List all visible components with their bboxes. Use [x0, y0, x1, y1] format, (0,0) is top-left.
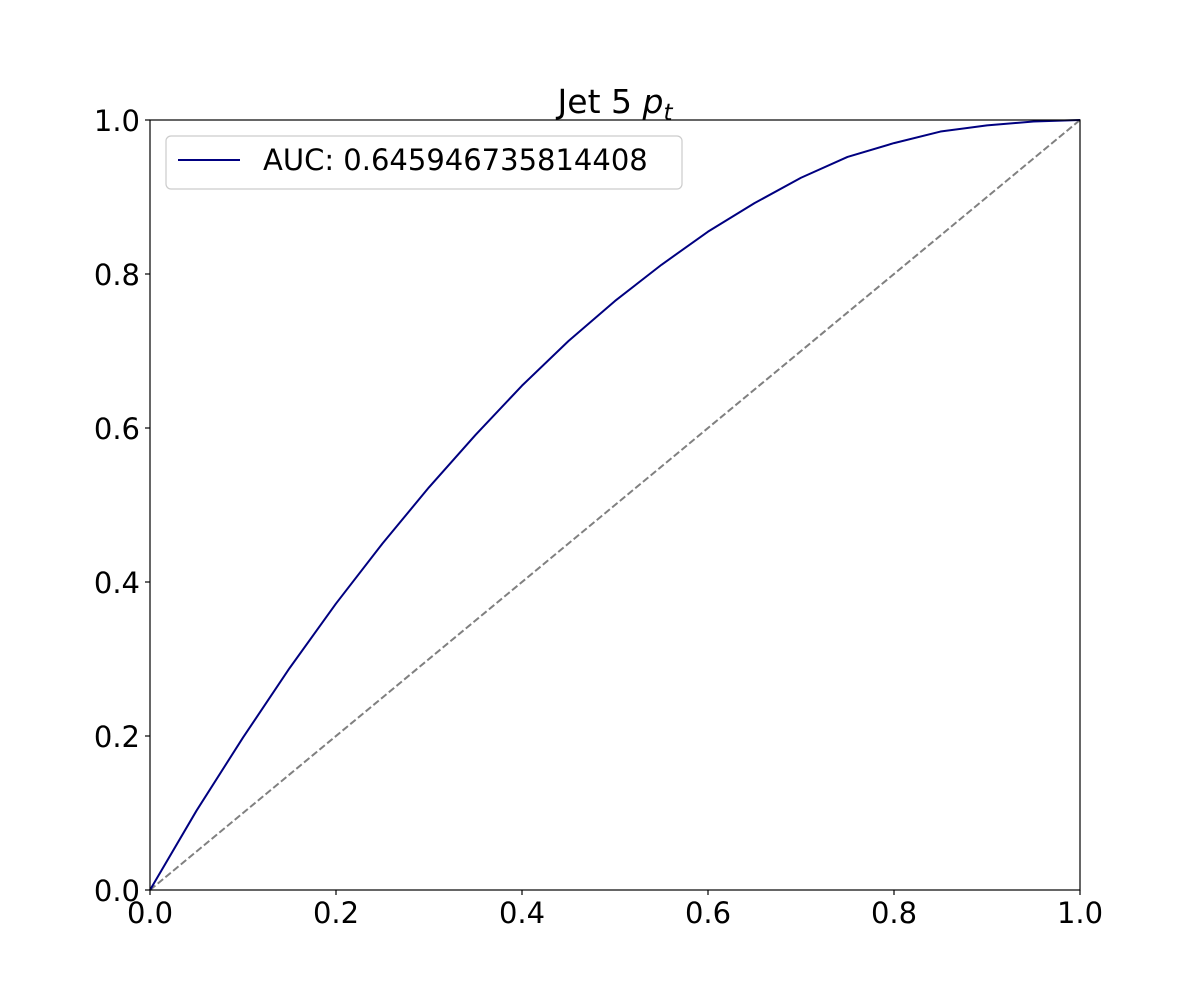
- y-tick-label: 0.4: [94, 566, 140, 600]
- roc-curve-series-0: [149, 119, 1081, 891]
- y-tick-label: 0.6: [94, 412, 140, 446]
- plot-area: [149, 119, 1081, 891]
- legend-label: AUC: 0.645946735814408: [263, 143, 648, 177]
- x-tick-label: 0.4: [499, 896, 545, 930]
- chance-diagonal-line: [149, 119, 1081, 891]
- x-tick-label: 0.6: [685, 896, 731, 930]
- x-tick-label: 0.0: [127, 896, 173, 930]
- x-tick-label: 1.0: [1057, 896, 1103, 930]
- axes-frame: [149, 119, 1081, 891]
- chart-title: Jet 5 pt: [556, 82, 674, 126]
- axis-ticks: 0.0 0.2 0.4 0.6 0.8 1.0 0.0 0.2 0.4 0.6 0.8 1.0: [94, 104, 1103, 930]
- x-tick-label: 0.8: [871, 896, 917, 930]
- legend-box: [165, 135, 683, 190]
- x-tick-label: 0.2: [313, 896, 359, 930]
- y-tick-label: 0.8: [94, 258, 140, 292]
- y-tick-label: 0.0: [94, 874, 140, 908]
- y-tick-label: 1.0: [94, 104, 140, 138]
- legend: AUC: 0.645946735814408: [165, 135, 683, 190]
- y-tick-label: 0.2: [94, 720, 140, 754]
